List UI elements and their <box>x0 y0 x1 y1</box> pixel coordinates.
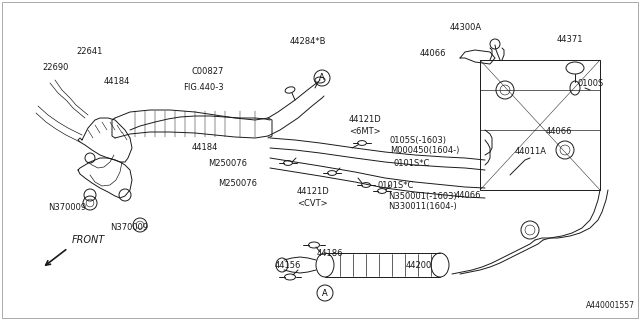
Text: <6MT>: <6MT> <box>349 126 381 135</box>
Text: C00827: C00827 <box>192 68 225 76</box>
Text: 0100S: 0100S <box>577 78 604 87</box>
Text: 44300A: 44300A <box>450 23 482 33</box>
Text: M250076: M250076 <box>208 158 247 167</box>
Text: 44156: 44156 <box>275 260 301 269</box>
Text: 44066: 44066 <box>455 191 481 201</box>
Text: 22690: 22690 <box>42 63 68 73</box>
Text: 44184: 44184 <box>104 77 131 86</box>
Text: 44011A: 44011A <box>515 148 547 156</box>
Text: 44121D: 44121D <box>349 116 381 124</box>
Text: N330011(1604-): N330011(1604-) <box>388 203 457 212</box>
Text: A: A <box>319 74 325 83</box>
Text: 44066: 44066 <box>546 127 573 137</box>
Text: 44371: 44371 <box>557 36 584 44</box>
Text: <CVT>: <CVT> <box>297 198 328 207</box>
Text: 0101S*C: 0101S*C <box>378 180 414 189</box>
Text: 44200: 44200 <box>406 260 432 269</box>
Text: 0105S(-1603): 0105S(-1603) <box>390 135 447 145</box>
Text: 44066: 44066 <box>420 50 447 59</box>
Bar <box>480 60 600 190</box>
Text: N370009: N370009 <box>48 203 86 212</box>
Text: N370009: N370009 <box>110 223 148 233</box>
Text: 44284*B: 44284*B <box>290 37 326 46</box>
Text: 44186: 44186 <box>317 249 344 258</box>
Text: 22641: 22641 <box>76 47 102 57</box>
Text: 44121D: 44121D <box>297 188 330 196</box>
Text: A: A <box>322 289 328 298</box>
Text: M250076: M250076 <box>218 179 257 188</box>
Text: N350001(-1603): N350001(-1603) <box>388 191 457 201</box>
Text: FRONT: FRONT <box>72 235 105 245</box>
Text: 44184: 44184 <box>192 143 218 153</box>
Text: A440001557: A440001557 <box>586 301 635 310</box>
Text: FIG.440-3: FIG.440-3 <box>183 84 223 92</box>
Text: 0101S*C: 0101S*C <box>393 158 429 167</box>
Text: M000450(1604-): M000450(1604-) <box>390 147 460 156</box>
